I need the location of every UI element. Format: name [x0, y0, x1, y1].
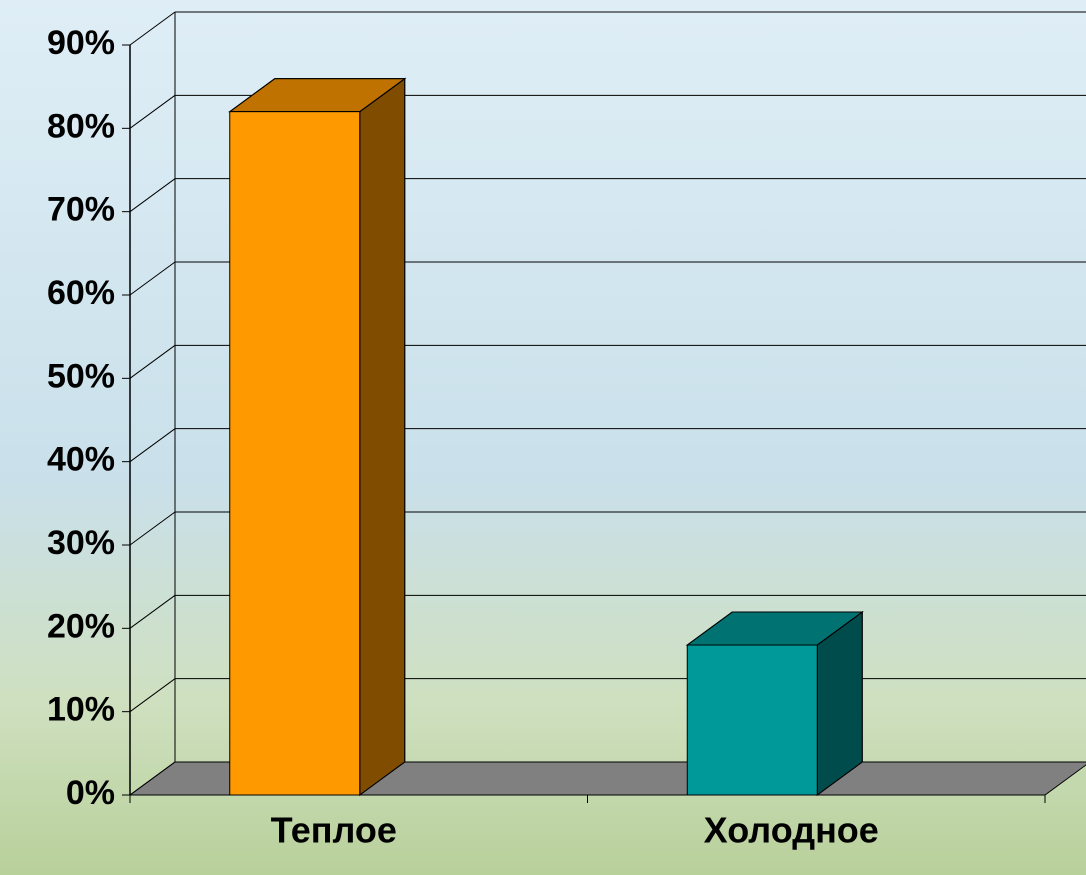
grid-line-side [129, 678, 176, 713]
y-tick-label: 80% [47, 107, 115, 145]
x-tick-label: Теплое [271, 810, 397, 851]
grid-line-side [129, 11, 176, 46]
x-tick-label: Холодное [704, 810, 879, 851]
y-tick-label: 90% [47, 24, 115, 62]
y-tick-label: 60% [47, 274, 115, 312]
y-tick-label: 10% [47, 691, 115, 729]
grid-line-side [129, 428, 176, 463]
grid-line-side [129, 761, 176, 796]
y-tick-label: 40% [47, 441, 115, 479]
grid-line-side [129, 178, 176, 213]
y-tick-label: 50% [47, 357, 115, 395]
grid-line-side [129, 344, 176, 379]
grid-line-side [129, 261, 176, 296]
bar-side-shade [359, 77, 406, 796]
y-tick-label: 30% [47, 524, 115, 562]
y-tick-label: 20% [47, 607, 115, 645]
grid-line-side [129, 511, 176, 546]
y-tick-label: 70% [47, 191, 115, 229]
bar [686, 644, 818, 796]
bar [229, 111, 361, 796]
grid-line-side [129, 594, 176, 629]
y-tick-label: 0% [66, 774, 115, 812]
grid-line-side [129, 94, 176, 129]
